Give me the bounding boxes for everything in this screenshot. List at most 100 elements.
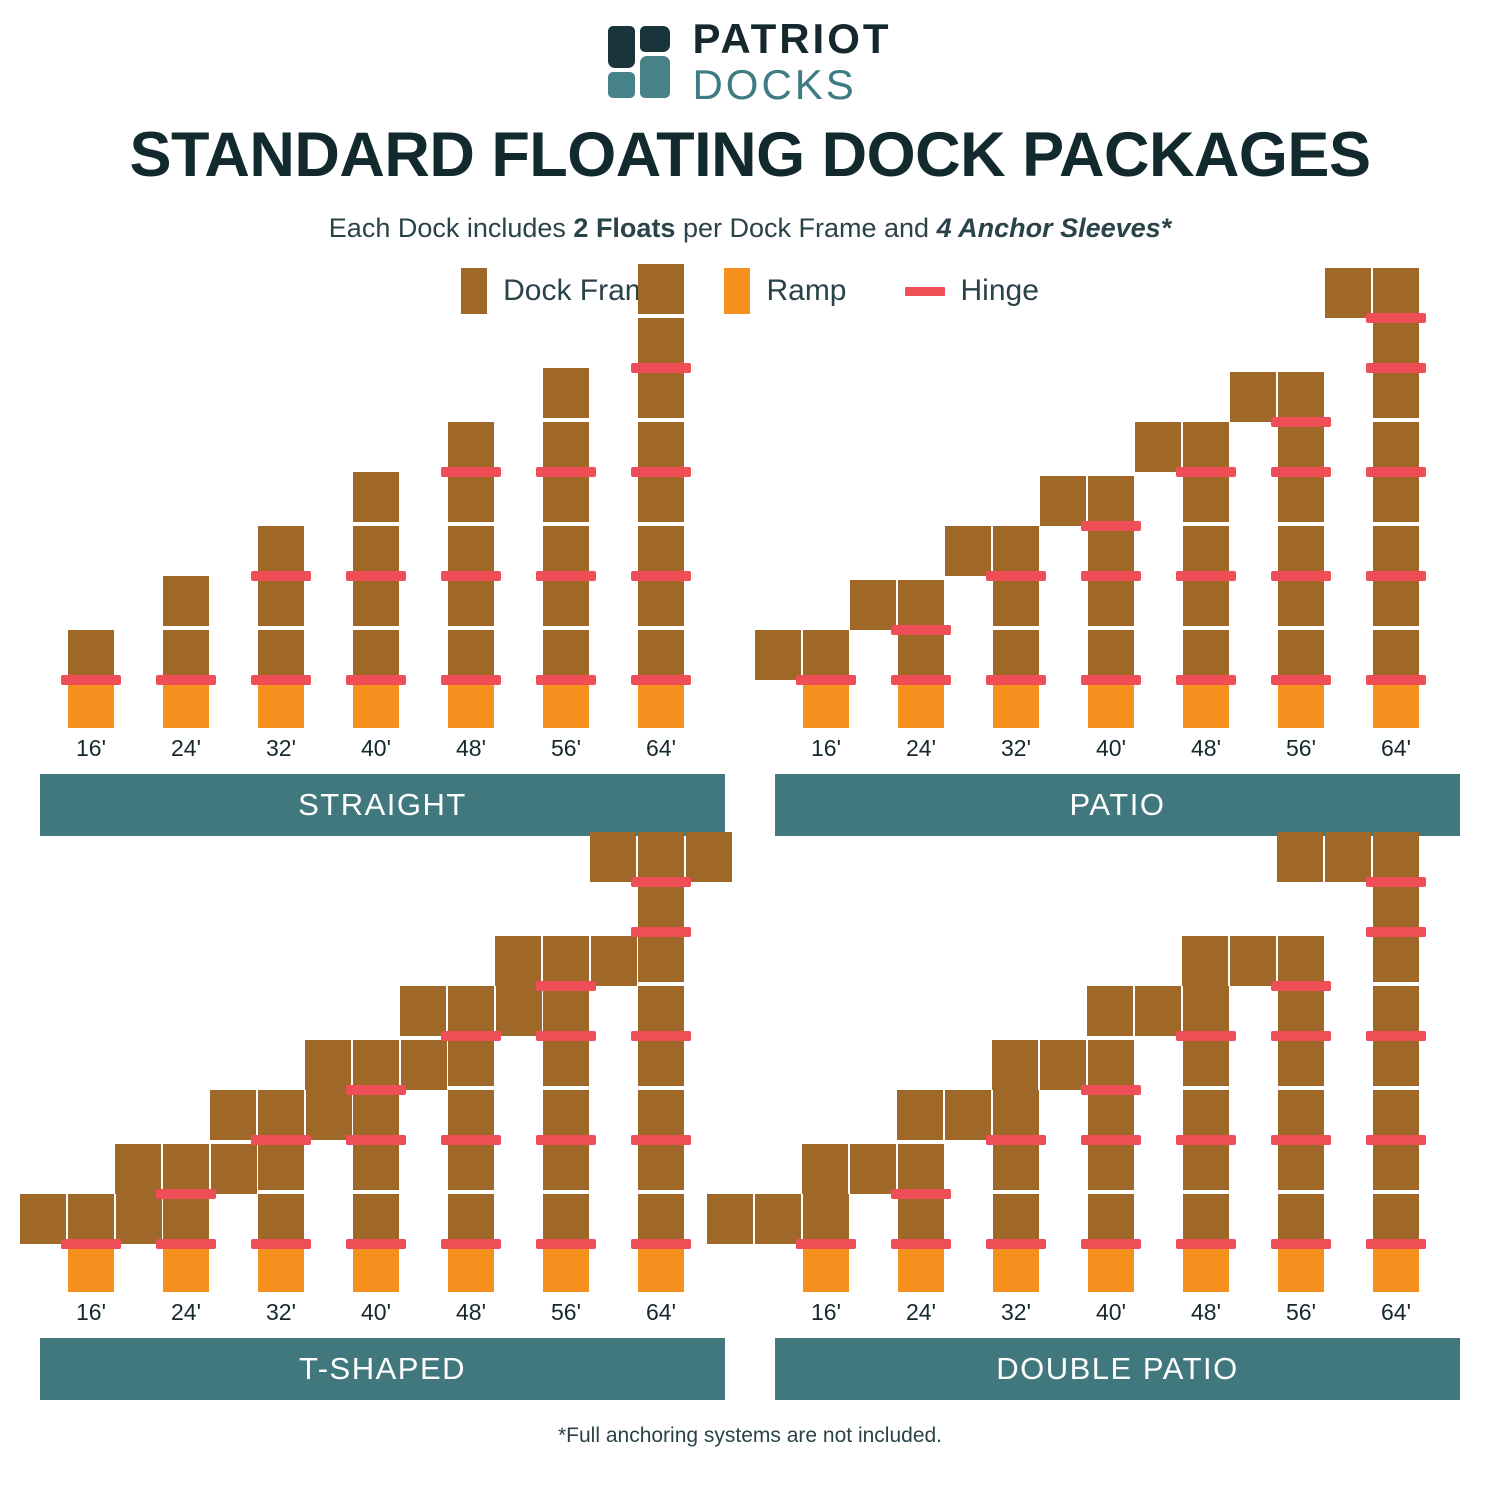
- dock-frame-segment: [1278, 1036, 1324, 1086]
- ramp-segment: [448, 1244, 494, 1292]
- hinge-segment: [1366, 1031, 1426, 1041]
- subtitle-bold-floats: 2 Floats: [573, 213, 676, 243]
- dock-frame-segment: [1088, 576, 1134, 626]
- panel-straight: 16' 24' 32' 40' 48' 56' 64' STRAIGHT: [40, 264, 725, 836]
- dock-frame-segment: [638, 832, 684, 882]
- dock-frame-segment: [638, 1090, 684, 1140]
- panel-patio: 16' 24' 32' 40' 48' 56' 64' PATIO: [755, 268, 1460, 836]
- dock-frame-segment: [305, 1040, 351, 1090]
- page-subtitle: Each Dock includes 2 Floats per Dock Fra…: [0, 213, 1500, 244]
- dock-frame-segment: [1182, 936, 1228, 986]
- ramp-segment: [1278, 1244, 1324, 1292]
- hinge-segment: [1271, 1031, 1331, 1041]
- hinge-segment: [441, 571, 501, 581]
- dock-frame-segment: [258, 630, 304, 680]
- hinge-segment: [1081, 1085, 1141, 1095]
- ramp-segment: [543, 1244, 589, 1292]
- dock-frame-segment: [638, 932, 684, 982]
- subtitle-text-2: per Dock Frame and: [675, 213, 937, 243]
- legend-swatch-dock-frame-icon: [461, 268, 488, 314]
- dock-frame-segment: [638, 422, 684, 472]
- banner-t-shaped: T-SHAPED: [40, 1338, 725, 1400]
- hinge-segment: [1176, 1239, 1236, 1249]
- hinge-segment: [1271, 467, 1331, 477]
- dock-frame-segment: [1278, 526, 1324, 576]
- dock-frame-segment: [638, 882, 684, 932]
- dock-frame-segment: [1373, 1194, 1419, 1244]
- legend-swatch-hinge-icon: [904, 286, 945, 296]
- dock-frame-segment: [543, 986, 589, 1036]
- hinge-segment: [891, 1189, 951, 1199]
- legend: Dock Frame Ramp Hinge: [0, 268, 1500, 314]
- page-title: STANDARD FLOATING DOCK PACKAGES: [129, 120, 1371, 190]
- size-tick-label: 56': [551, 735, 581, 761]
- dock-frame-segment: [638, 1140, 684, 1190]
- dock-frame-segment: [115, 1144, 161, 1194]
- dock-frame-segment: [1230, 936, 1276, 986]
- ramp-segment: [898, 680, 944, 728]
- dock-frame-segment: [1373, 268, 1419, 318]
- dock-frame-segment: [803, 1194, 849, 1244]
- dock-frame-segment: [1135, 422, 1181, 472]
- dock-frame-segment: [1088, 1194, 1134, 1244]
- size-tick-label: 64': [646, 1299, 676, 1325]
- size-tick-label: 16': [811, 1299, 841, 1325]
- size-tick-label: 64': [1381, 1299, 1411, 1325]
- hinge-segment: [891, 1239, 951, 1249]
- hinge-segment: [1081, 675, 1141, 685]
- dock-frame-segment: [258, 1140, 304, 1190]
- dock-frame-segment: [1183, 472, 1229, 522]
- dock-frame-segment: [353, 526, 399, 576]
- hinge-segment: [1366, 571, 1426, 581]
- hinge-segment: [61, 1239, 121, 1249]
- hinge-segment: [796, 1239, 856, 1249]
- dock-frame-segment: [591, 936, 637, 986]
- hinge-segment: [1271, 571, 1331, 581]
- hinge-segment: [1366, 877, 1426, 887]
- size-tick-label: 40': [361, 1299, 391, 1325]
- dock-frame-segment: [543, 526, 589, 576]
- hinge-segment: [1081, 571, 1141, 581]
- dock-frame-segment: [1277, 832, 1323, 882]
- dock-frame-segment: [543, 630, 589, 680]
- dock-frame-segment: [1373, 318, 1419, 368]
- dock-frame-segment: [638, 986, 684, 1036]
- hinge-segment: [631, 571, 691, 581]
- size-tick-label: 16': [811, 735, 841, 761]
- dock-frame-segment: [401, 1040, 447, 1090]
- dock-frame-segment: [1278, 422, 1324, 472]
- footnote: *Full anchoring systems are not included…: [557, 1424, 943, 1447]
- size-tick-label: 24': [171, 1299, 201, 1325]
- chart-double-patio: 16' 24' 32' 40' 48' 56' 64': [707, 832, 1460, 1325]
- dock-frame-segment: [163, 1194, 209, 1244]
- dock-frame-segment: [1040, 476, 1086, 526]
- size-tick-label: 40': [1096, 1299, 1126, 1325]
- dock-frame-segment: [1088, 630, 1134, 680]
- dock-frame-segment: [448, 576, 494, 626]
- legend-label: Ramp: [766, 274, 847, 307]
- dock-frame-segment: [1373, 1090, 1419, 1140]
- ramp-segment: [638, 680, 684, 728]
- ramp-segment: [1088, 1244, 1134, 1292]
- dock-frame-segment: [1373, 932, 1419, 982]
- dock-frame-segment: [993, 630, 1039, 680]
- dock-config-double-patio-40ft: 40': [992, 892, 1141, 1325]
- dock-config-t-shaped-16ft: 16': [20, 892, 162, 1325]
- hinge-segment: [251, 675, 311, 685]
- hinge-segment: [1366, 363, 1426, 373]
- hinge-segment: [156, 1239, 216, 1249]
- size-tick-label: 48': [1191, 1299, 1221, 1325]
- hinge-segment: [536, 675, 596, 685]
- banner-patio: PATIO: [775, 774, 1460, 836]
- hinge-segment: [251, 571, 311, 581]
- hinge-segment: [536, 1031, 596, 1041]
- dock-frame-segment: [1373, 630, 1419, 680]
- dock-frame-segment: [1088, 1140, 1134, 1190]
- dock-frame-segment: [1278, 1090, 1324, 1140]
- ramp-segment: [1278, 680, 1324, 728]
- hinge-segment: [536, 1135, 596, 1145]
- hinge-segment: [1081, 1239, 1141, 1249]
- ramp-segment: [163, 1244, 209, 1292]
- dock-frame-segment: [1230, 372, 1276, 422]
- dock-frame-segment: [638, 1194, 684, 1244]
